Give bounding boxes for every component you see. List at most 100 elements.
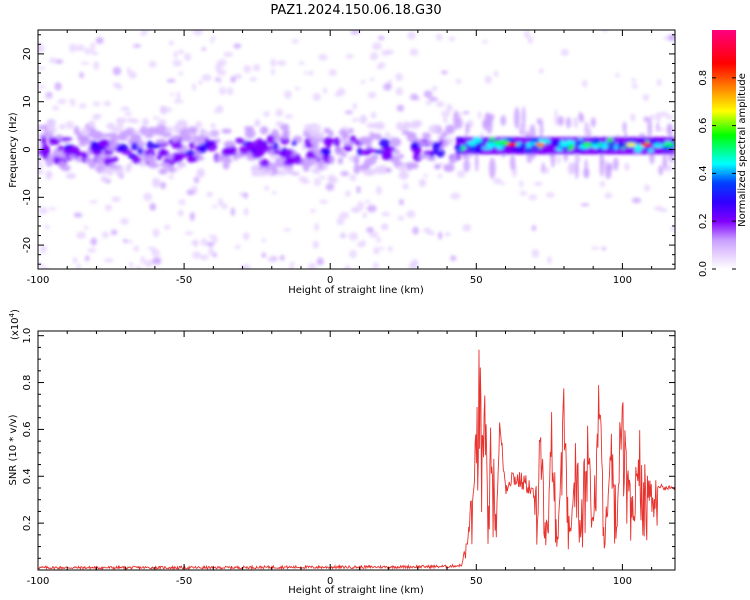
spectrogram-blob <box>323 127 331 134</box>
spectrogram-speckle <box>431 85 438 92</box>
spectrogram-blob <box>131 155 142 164</box>
spectrogram-blob <box>222 161 230 170</box>
spectrogram-ridge-blob <box>489 137 496 141</box>
spectrogram-xlabel: Height of straight line (km) <box>288 285 424 296</box>
spectrogram-blob <box>254 119 261 127</box>
spectrogram-speckle <box>41 266 49 269</box>
snr-xtick-label: 100 <box>613 576 632 587</box>
spectrogram-speckle <box>38 207 48 215</box>
spectrogram-speckle <box>233 43 242 49</box>
spectrogram-blob <box>126 118 136 123</box>
spectrogram-blob <box>251 151 263 159</box>
figure-title: PAZ1.2024.150.06.18.G30 <box>270 3 441 18</box>
spectrogram-blob <box>316 131 325 139</box>
spectrogram-speckle <box>186 189 195 196</box>
spectrogram-speckle <box>328 175 338 185</box>
spectrogram-ridge-blob <box>638 139 647 144</box>
spectrogram-blob <box>312 142 319 150</box>
spectrogram-speckle <box>339 211 350 220</box>
spectrogram-blob <box>363 137 373 145</box>
spectrogram-blob <box>142 118 149 127</box>
spectrogram-blob <box>181 136 192 142</box>
spectrogram-speckle <box>546 256 552 264</box>
spectrogram-blob <box>305 153 318 160</box>
spectrogram-blob <box>427 156 437 161</box>
spectrogram-ytick-label: 0 <box>22 146 33 152</box>
spectrogram-speckle <box>534 181 543 187</box>
spectrogram-blob <box>59 124 66 130</box>
spectrogram-speckle <box>656 78 662 87</box>
spectrogram-speckle <box>423 173 429 178</box>
spectrogram-blob <box>168 138 174 145</box>
spectrogram-blob <box>243 126 255 131</box>
spectrogram-speckle <box>264 185 270 191</box>
spectrogram-speckle <box>477 111 482 120</box>
spectrogram-blob <box>410 141 419 150</box>
spectrogram-streak <box>666 123 674 136</box>
spectrogram-streak <box>630 113 636 122</box>
spectrogram-blob <box>188 141 196 150</box>
spectrogram-speckle <box>198 80 203 85</box>
spectrogram-speckle <box>176 162 183 171</box>
spectrogram-speckle <box>398 198 404 206</box>
spectrogram-speckle <box>243 65 252 73</box>
colorbar-gradient <box>712 30 736 269</box>
spectrogram-blob <box>348 128 354 134</box>
spectrogram-speckle <box>252 64 261 72</box>
spectrogram-speckle <box>604 192 613 199</box>
spectrogram-blob <box>221 128 232 134</box>
spectrogram-speckle <box>556 155 561 165</box>
spectrogram-ridge-blob <box>606 141 616 146</box>
spectrogram-speckle <box>294 86 301 91</box>
spectrogram-streak <box>599 158 604 177</box>
spectrogram-speckle <box>500 181 506 185</box>
spectrogram-speckle <box>270 68 276 76</box>
spectrogram-speckle <box>378 62 386 69</box>
spectrogram-speckle <box>366 227 374 233</box>
spectrogram-speckle <box>276 60 287 66</box>
spectrogram-streak <box>574 161 579 179</box>
spectrogram-blob <box>119 131 129 141</box>
spectrogram-blob <box>363 168 376 176</box>
spectrogram-blob <box>406 132 417 143</box>
spectrogram-speckle <box>45 94 53 100</box>
spectrogram-peak <box>626 142 637 147</box>
spectrogram-speckle <box>282 228 292 232</box>
spectrogram-speckle <box>89 200 98 204</box>
spectrogram-blob <box>210 123 216 128</box>
spectrogram-streak <box>486 113 493 135</box>
spectrogram-blob <box>101 169 110 175</box>
spectrogram-speckle <box>38 66 46 70</box>
spectrogram-speckle <box>166 78 176 83</box>
spectrogram-blob <box>353 155 360 165</box>
spectrogram-speckle <box>65 121 75 130</box>
spectrogram-speckle <box>38 44 45 53</box>
spectrogram-speckle <box>298 61 305 66</box>
spectrogram-speckle <box>384 49 394 55</box>
spectrogram-speckle <box>148 60 157 68</box>
spectrogram-blob <box>374 121 385 130</box>
spectrogram-speckle <box>189 211 195 221</box>
spectrogram-blob <box>343 130 350 140</box>
spectrogram-streak <box>519 124 527 132</box>
spectrogram-streak <box>606 162 613 172</box>
spectrogram-streak <box>624 163 630 171</box>
spectrogram-speckle <box>49 57 57 64</box>
spectrogram-speckle <box>38 85 46 89</box>
spectrogram-speckle <box>360 240 366 245</box>
spectrogram-speckle <box>450 192 461 200</box>
spectrogram-blob <box>422 150 435 156</box>
spectrogram-speckle <box>531 225 537 231</box>
spectrogram-blob <box>223 140 236 148</box>
spectrogram-blob <box>259 158 270 168</box>
spectrogram-speckle <box>631 197 642 204</box>
spectrogram-blob <box>60 137 73 142</box>
snr-ylabel: SNR (10 * v/v) <box>8 414 19 485</box>
spectrogram-blob <box>68 154 77 159</box>
spectrogram-speckle <box>68 43 77 53</box>
spectrogram-speckle <box>560 48 569 57</box>
spectrogram-speckle <box>360 80 366 84</box>
spectrogram-ridge-blob <box>619 143 627 148</box>
spectrogram-blob <box>82 138 93 145</box>
